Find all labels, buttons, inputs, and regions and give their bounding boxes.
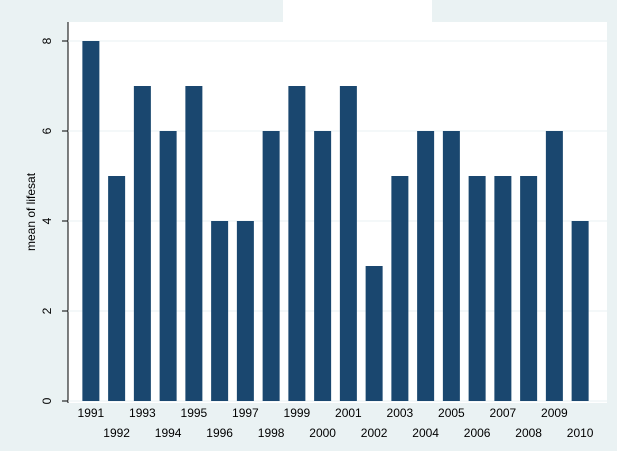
x-tick-label: 1997 bbox=[232, 406, 259, 420]
y-tick-label: 0 bbox=[40, 397, 54, 404]
bar bbox=[520, 176, 538, 401]
bar bbox=[494, 176, 512, 401]
bar bbox=[545, 131, 563, 401]
x-tick-label: 2001 bbox=[335, 406, 362, 420]
bar bbox=[211, 221, 229, 401]
bar bbox=[391, 176, 409, 401]
x-tick-label: 1993 bbox=[129, 406, 156, 420]
x-tick-label: 1998 bbox=[258, 426, 285, 440]
x-tick-label: 1991 bbox=[78, 406, 105, 420]
x-tick-label: 2007 bbox=[490, 406, 517, 420]
bar bbox=[288, 86, 306, 401]
background-patch bbox=[283, 0, 432, 22]
x-tick-label: 2004 bbox=[412, 426, 439, 440]
bar bbox=[236, 221, 254, 401]
x-tick-label: 2006 bbox=[464, 426, 491, 440]
bar bbox=[468, 176, 486, 401]
x-tick-label: 1999 bbox=[284, 406, 311, 420]
bar bbox=[262, 131, 280, 401]
bar bbox=[339, 86, 357, 401]
plot-area bbox=[68, 22, 607, 403]
bar bbox=[108, 176, 126, 401]
bar bbox=[133, 86, 151, 401]
y-tick-label: 6 bbox=[40, 127, 54, 134]
x-tick-label: 1994 bbox=[155, 426, 182, 440]
x-tick-label: 1995 bbox=[181, 406, 208, 420]
y-tick-label: 2 bbox=[40, 307, 54, 314]
x-tick-label: 1992 bbox=[103, 426, 130, 440]
x-tick-label: 2003 bbox=[387, 406, 414, 420]
y-axis-label: mean of lifesat bbox=[24, 172, 38, 251]
bar bbox=[185, 86, 203, 401]
bar bbox=[314, 131, 332, 401]
x-tick-label: 1996 bbox=[206, 426, 233, 440]
bar bbox=[417, 131, 435, 401]
bar bbox=[365, 266, 383, 401]
bar bbox=[159, 131, 177, 401]
bar bbox=[571, 221, 589, 401]
x-tick-label: 2010 bbox=[567, 426, 594, 440]
bar bbox=[442, 131, 460, 401]
x-tick-label: 2009 bbox=[541, 406, 568, 420]
x-tick-label: 2005 bbox=[438, 406, 465, 420]
y-tick-label: 4 bbox=[40, 217, 54, 224]
x-tick-label: 2002 bbox=[361, 426, 388, 440]
x-tick-label: 2000 bbox=[309, 426, 336, 440]
x-tick-label: 2008 bbox=[515, 426, 542, 440]
bar bbox=[82, 41, 100, 401]
y-tick-label: 8 bbox=[40, 37, 54, 44]
